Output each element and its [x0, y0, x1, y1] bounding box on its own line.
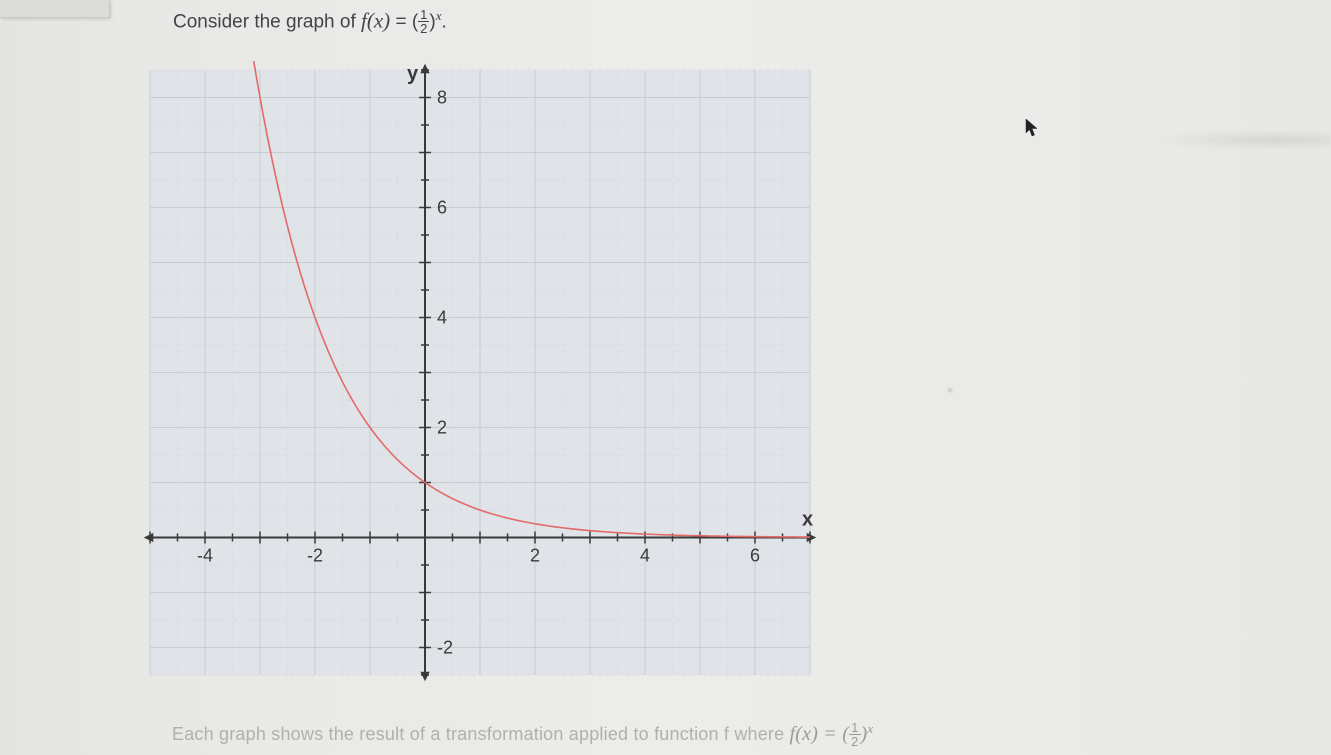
prompt-suffix: .	[442, 11, 447, 32]
svg-text:-4: -4	[197, 546, 213, 566]
function-graph: -4 -2 2 4 6 -2 2 4 6 8 x y	[120, 50, 840, 705]
question-prompt: Consider the graph of f(x) = (12)x.	[173, 8, 447, 36]
svg-text:8: 8	[437, 88, 447, 108]
cutoff-exponent: x	[867, 721, 873, 736]
panel-corner-fragment	[0, 0, 110, 18]
cutoff-frac-den: 2	[849, 735, 860, 748]
prompt-frac-den: 2	[418, 22, 429, 35]
prompt-frac-num: 1	[418, 8, 429, 22]
cutoff-open-paren: (	[842, 723, 849, 745]
cutoff-frac-num: 1	[849, 721, 860, 735]
prompt-prefix: Consider the graph of	[173, 11, 361, 32]
mouse-cursor-icon	[1025, 118, 1039, 138]
svg-text:4: 4	[437, 308, 447, 328]
cutoff-text-left: Each graph shows the result of a transfo…	[172, 724, 790, 744]
svg-text:2: 2	[530, 546, 540, 566]
cutoff-fraction: 12	[849, 721, 860, 748]
cutoff-bottom-text: Each graph shows the result of a transfo…	[172, 721, 873, 749]
prompt-fraction: 12	[418, 8, 429, 35]
svg-text:6: 6	[437, 198, 447, 218]
svg-text:-2: -2	[307, 546, 323, 566]
prompt-func-lhs: f(x)	[361, 8, 390, 32]
x-axis-label: x	[802, 509, 813, 531]
svg-text:6: 6	[750, 546, 760, 566]
cutoff-math-lhs: f(x) =	[790, 723, 843, 745]
paper-dot	[948, 388, 952, 392]
prompt-equals: =	[395, 11, 411, 32]
paper-smudge	[1151, 130, 1331, 150]
y-axis-label: y	[407, 63, 419, 85]
svg-text:-2: -2	[437, 638, 453, 658]
chart-container: -4 -2 2 4 6 -2 2 4 6 8 x y	[120, 50, 840, 705]
svg-text:2: 2	[437, 418, 447, 438]
svg-text:4: 4	[640, 546, 650, 566]
